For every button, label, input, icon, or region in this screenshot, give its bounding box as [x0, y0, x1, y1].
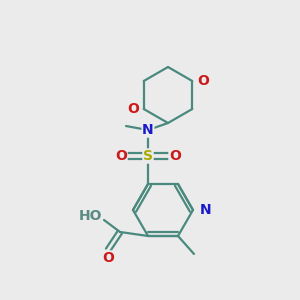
Text: N: N — [200, 203, 212, 217]
Text: O: O — [115, 149, 127, 163]
Text: S: S — [143, 149, 153, 163]
Text: O: O — [169, 149, 181, 163]
Text: O: O — [102, 251, 114, 265]
Text: O: O — [127, 102, 139, 116]
Text: O: O — [197, 74, 209, 88]
Text: HO: HO — [79, 209, 102, 223]
Text: N: N — [142, 123, 154, 137]
